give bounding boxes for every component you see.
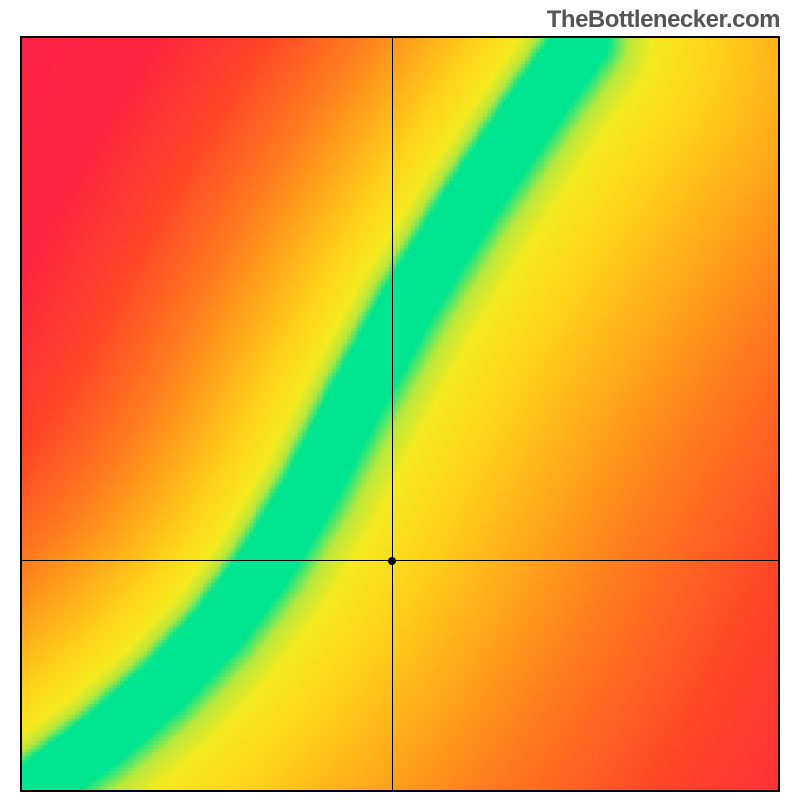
crosshair-point bbox=[388, 557, 396, 565]
crosshair-vertical bbox=[392, 38, 393, 790]
watermark-text: TheBottlenecker.com bbox=[547, 6, 780, 34]
crosshair-horizontal bbox=[22, 560, 778, 561]
chart-container: TheBottlenecker.com bbox=[0, 0, 800, 800]
heatmap-canvas bbox=[22, 38, 778, 790]
plot-frame bbox=[20, 36, 780, 792]
